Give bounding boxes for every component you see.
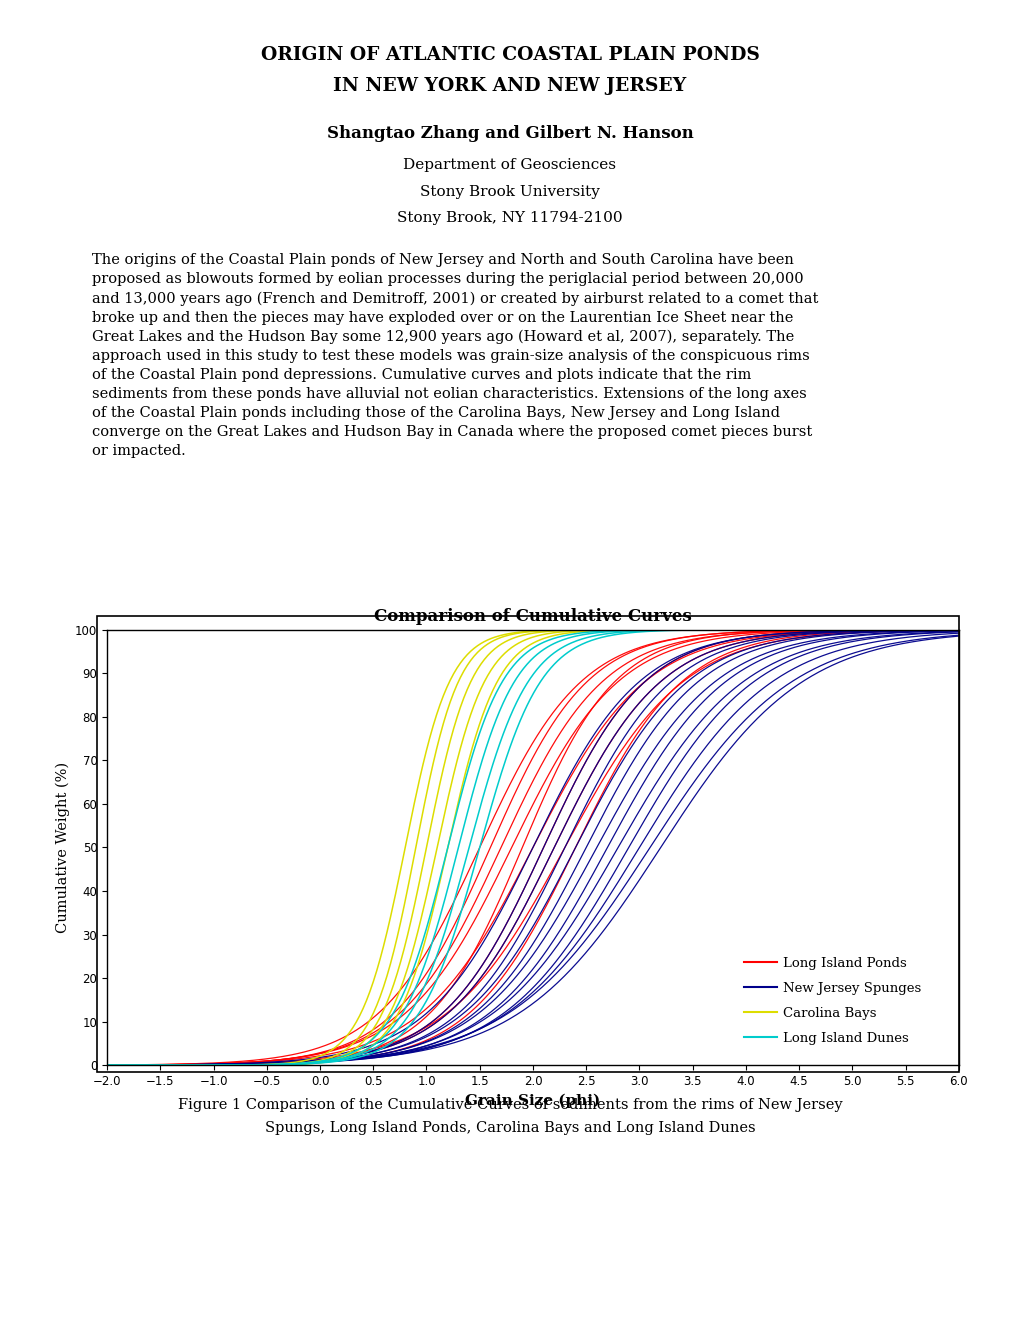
Y-axis label: Cumulative Weight (%): Cumulative Weight (%): [55, 762, 69, 933]
Text: Spungs, Long Island Ponds, Carolina Bays and Long Island Dunes: Spungs, Long Island Ponds, Carolina Bays…: [264, 1121, 755, 1135]
Legend: Long Island Ponds, New Jersey Spunges, Carolina Bays, Long Island Dunes: Long Island Ponds, New Jersey Spunges, C…: [738, 952, 925, 1049]
X-axis label: Grain Size (phi): Grain Size (phi): [465, 1093, 600, 1107]
Text: Stony Brook University: Stony Brook University: [420, 185, 599, 199]
Text: ORIGIN OF ATLANTIC COASTAL PLAIN PONDS: ORIGIN OF ATLANTIC COASTAL PLAIN PONDS: [260, 46, 759, 65]
Text: Department of Geosciences: Department of Geosciences: [404, 158, 615, 173]
Text: Stony Brook, NY 11794-2100: Stony Brook, NY 11794-2100: [396, 211, 623, 226]
Text: Figure 1 Comparison of the Cumulative Curves of sediments from the rims of New J: Figure 1 Comparison of the Cumulative Cu…: [177, 1098, 842, 1113]
Text: Shangtao Zhang and Gilbert N. Hanson: Shangtao Zhang and Gilbert N. Hanson: [326, 125, 693, 143]
Title: Comparison of Cumulative Curves: Comparison of Cumulative Curves: [374, 609, 691, 626]
Text: IN NEW YORK AND NEW JERSEY: IN NEW YORK AND NEW JERSEY: [333, 77, 686, 95]
Text: The origins of the Coastal Plain ponds of New Jersey and North and South Carolin: The origins of the Coastal Plain ponds o…: [92, 253, 817, 458]
